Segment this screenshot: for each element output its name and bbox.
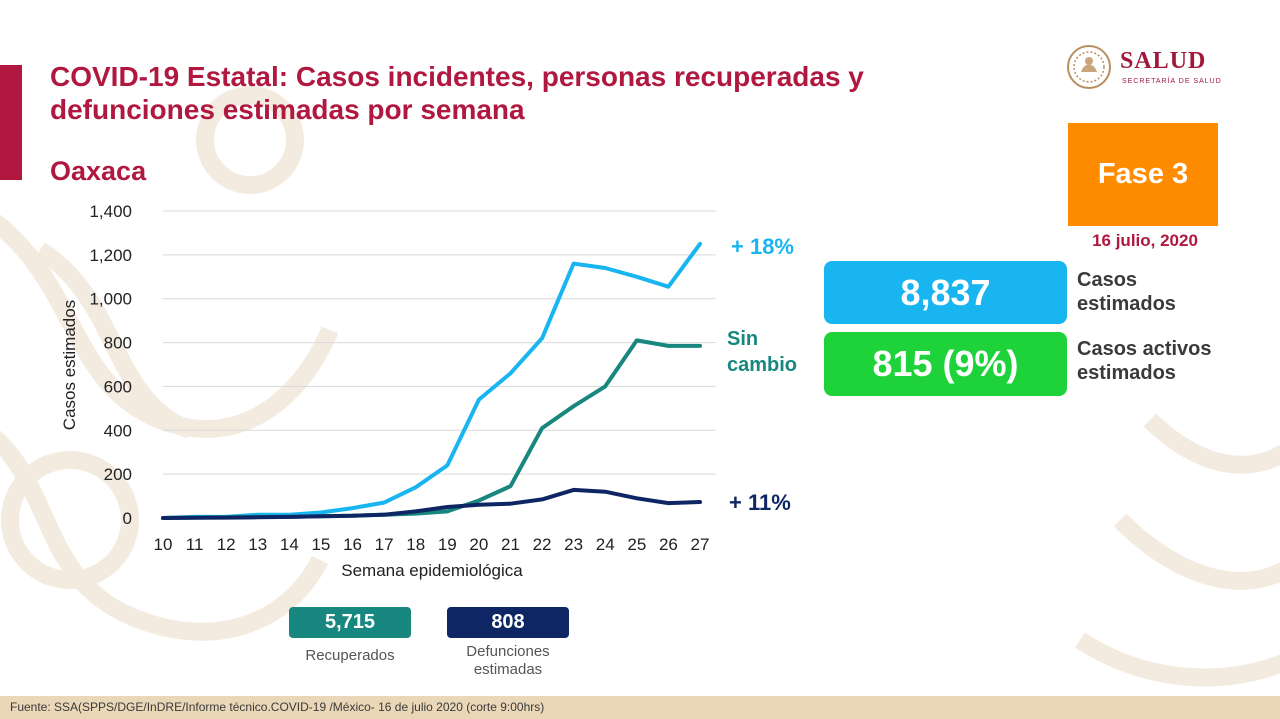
source-note: Fuente: SSA(SPPS/DGE/InDRE/Informe técni… — [10, 700, 545, 714]
x-tick-label: 10 — [154, 535, 173, 554]
x-tick-label: 18 — [406, 535, 425, 554]
x-tick-label: 24 — [596, 535, 615, 554]
deaths-value: 808 — [447, 607, 569, 638]
estimated-cases-label: Casos estimados — [1077, 268, 1176, 316]
national-seal-icon — [1067, 45, 1111, 89]
estimated-cases-value: 8,837 — [824, 261, 1067, 324]
y-tick-label: 1,000 — [89, 290, 132, 309]
y-tick-label: 800 — [104, 334, 132, 353]
series-line-cases — [161, 241, 702, 520]
x-axis-label: Semana epidemiológica — [341, 561, 523, 580]
x-tick-label: 14 — [280, 535, 299, 554]
salud-logo: SALUD SECRETARÍA DE SALUD — [1066, 44, 1226, 94]
deaths-label-line-1: Defunciones — [466, 643, 550, 660]
recovered-label-text: Recuperados — [305, 647, 395, 664]
deaths-label-line-2: estimadas — [473, 661, 543, 678]
active-change-label-line-2: cambio — [727, 354, 797, 376]
x-tick-label: 19 — [438, 535, 457, 554]
x-tick-label: 12 — [217, 535, 236, 554]
x-tick-label: 13 — [248, 535, 267, 554]
title-line-1: COVID-19 Estatal: Casos incidentes, pers… — [50, 61, 864, 92]
estimated-cases-label-line-1: Casos — [1077, 269, 1138, 291]
x-tick-label: 26 — [659, 535, 678, 554]
x-tick-label: 11 — [186, 535, 204, 554]
y-tick-label: 600 — [104, 377, 132, 396]
deaths-label: Defunciones estimadas — [447, 643, 569, 679]
active-change-label-line-1: Sin — [727, 328, 758, 350]
estimated-cases-label-line-2: estimados — [1077, 293, 1176, 315]
y-tick-label: 200 — [104, 465, 132, 484]
x-tick-label: 21 — [501, 535, 520, 554]
x-tick-label: 16 — [343, 535, 362, 554]
logo-subtitle: SECRETARÍA DE SALUD — [1122, 78, 1222, 85]
title-line-2: defunciones estimadas por semana — [50, 94, 525, 125]
active-cases-label-line-1: Casos activos — [1077, 338, 1212, 360]
active-cases-value: 815 (9%) — [824, 332, 1067, 396]
active-cases-label-line-2: estimados — [1077, 362, 1176, 384]
y-tick-label: 1,200 — [89, 246, 132, 265]
logo-name: SALUD — [1120, 48, 1207, 74]
deaths-change-label: + 11% — [729, 490, 791, 515]
page-title: COVID-19 Estatal: Casos incidentes, pers… — [50, 60, 1010, 126]
series-line-deaths — [161, 487, 702, 520]
y-tick-label: 400 — [104, 421, 132, 440]
title-accent-bar — [0, 65, 22, 180]
active-cases-label: Casos activos estimados — [1077, 337, 1212, 385]
series-line-active — [161, 338, 702, 520]
x-tick-label: 17 — [375, 535, 394, 554]
cases-change-label: + 18% — [731, 234, 794, 259]
x-tick-label: 15 — [311, 535, 330, 554]
x-tick-label: 23 — [564, 535, 583, 554]
x-tick-label: 27 — [691, 535, 710, 554]
y-axis-label: Casos estimados — [60, 300, 79, 430]
y-tick-label: 0 — [123, 509, 132, 528]
report-date: 16 julio, 2020 — [1092, 231, 1198, 250]
x-tick-label: 22 — [533, 535, 552, 554]
phase-badge: Fase 3 — [1068, 123, 1218, 226]
footer-bar: Fuente: SSA(SPPS/DGE/InDRE/Informe técni… — [0, 696, 1280, 719]
recovered-value: 5,715 — [289, 607, 411, 638]
recovered-label: Recuperados — [289, 647, 411, 665]
y-tick-label: 1,400 — [89, 202, 132, 221]
x-tick-label: 20 — [469, 535, 488, 554]
x-tick-label: 25 — [627, 535, 646, 554]
state-name: Oaxaca — [50, 156, 147, 186]
